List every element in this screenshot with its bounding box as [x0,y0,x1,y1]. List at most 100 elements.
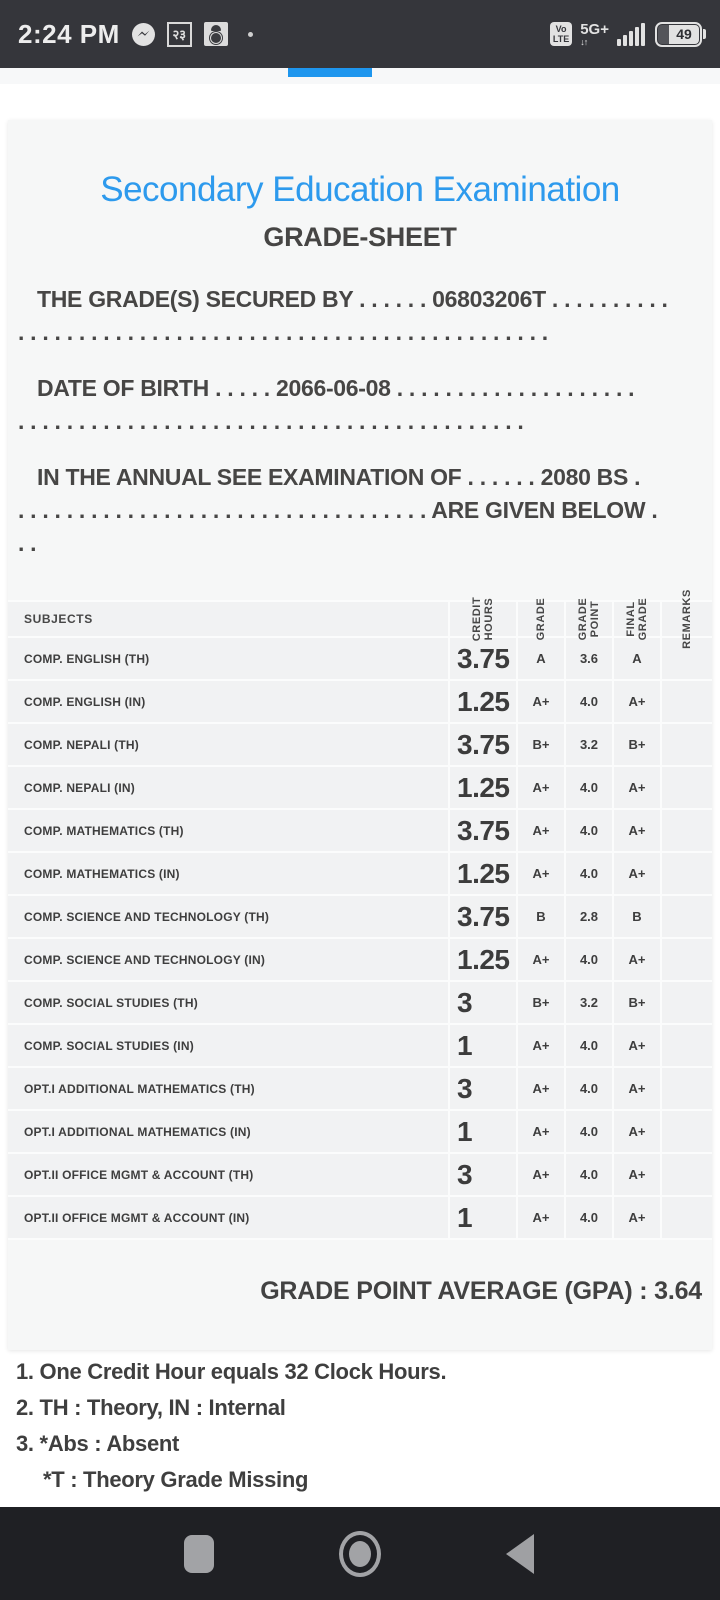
cell-credit-hours: 3.75 [450,638,516,679]
cell-final-grade: A+ [614,1154,660,1195]
cell-subject: COMP. ENGLISH (IN) [8,681,448,722]
cell-grade: A+ [518,1025,564,1066]
cell-credit-hours: 1 [450,1197,516,1238]
cell-remarks [662,1111,712,1152]
clock: 2:24 PM [18,18,120,49]
cell-grade-point: 4.0 [566,1154,612,1195]
battery-fill-segment [669,24,699,44]
cell-credit-hours: 3.75 [450,896,516,937]
date-of-birth-paragraph: DATE OF BIRTH . . . . . 2066-06-08 . . .… [18,372,706,438]
network-5g-label: 5G+ [580,20,609,38]
cell-remarks [662,1154,712,1195]
table-row: OPT.II OFFICE MGMT & ACCOUNT (TH) 3 A+ 4.0 A… [8,1154,712,1195]
examination-year-paragraph: IN THE ANNUAL SEE EXAMINATION OF . . . .… [18,461,706,560]
table-row: COMP. SOCIAL STUDIES (IN) 1 A+ 4.0 A+ [8,1025,712,1066]
gpa-summary: GRADE POINT AVERAGE (GPA) : 3.64 [260,1277,702,1305]
cell-remarks [662,724,712,765]
dotted-filler-line: . . . . . . . . . . . . . . . . . . . . … [18,319,548,345]
table-row: COMP. SCIENCE AND TECHNOLOGY (IN) 1.25 A+ 4… [8,939,712,980]
cell-credit-hours: 3 [450,1068,516,1109]
cell-grade: A+ [518,939,564,980]
cell-grade: A+ [518,767,564,808]
table-row: COMP. MATHEMATICS (TH) 3.75 A+ 4.0 A+ [8,810,712,851]
cell-credit-hours: 3.75 [450,724,516,765]
table-row: OPT.I ADDITIONAL MATHEMATICS (IN) 1 A+ 4.0 A… [8,1111,712,1152]
network-type: 5G+ ↓↑ [580,22,609,47]
grades-table-header: SUBJECTS CREDIT HOURS GRADE GRADE POINT … [8,589,712,649]
cell-grade-point: 3.6 [566,638,612,679]
cell-grade: B+ [518,982,564,1023]
android-nav-bar [0,1507,720,1600]
cell-remarks [662,767,712,808]
table-row: OPT.II OFFICE MGMT & ACCOUNT (IN) 1 A+ 4.0 A… [8,1197,712,1238]
cell-subject: OPT.I ADDITIONAL MATHEMATICS (IN) [8,1111,448,1152]
cell-grade-point: 4.0 [566,767,612,808]
cell-credit-hours: 1.25 [450,767,516,808]
header-remarks: REMARKS [662,589,712,649]
recents-button-icon[interactable] [184,1534,214,1573]
footnotes: 1. One Credit Hour equals 32 Clock Hours… [16,1354,712,1498]
status-bar: 2:24 PM २३ Vo LTE 5G+ ↓↑ 49 [0,0,720,68]
cell-final-grade: A+ [614,810,660,851]
cell-final-grade: A+ [614,681,660,722]
cell-final-grade: A+ [614,767,660,808]
cell-final-grade: A [614,638,660,679]
are-given-below-line: . . . . . . . . . . . . . . . . . . . . … [18,497,658,523]
header-subjects: SUBJECTS [8,602,448,636]
cell-subject: COMP. MATHEMATICS (IN) [8,853,448,894]
cell-subject: COMP. SOCIAL STUDIES (IN) [8,1025,448,1066]
cell-subject: COMP. SCIENCE AND TECHNOLOGY (IN) [8,939,448,980]
header-grade: GRADE [518,598,564,640]
messenger-notification-icon [131,22,155,46]
cell-grade-point: 4.0 [566,1197,612,1238]
cell-final-grade: A+ [614,939,660,980]
status-bar-left: 2:24 PM २३ [18,19,253,50]
cell-remarks [662,896,712,937]
volte-icon: Vo LTE [549,22,573,46]
page-title: Secondary Education Examination [100,170,620,209]
cell-final-grade: B [614,896,660,937]
examination-year-line: IN THE ANNUAL SEE EXAMINATION OF . . . .… [37,464,641,490]
cell-credit-hours: 1 [450,1111,516,1152]
battery-percent: 49 [676,26,692,42]
cell-grade: A+ [518,1154,564,1195]
table-row: COMP. MATHEMATICS (IN) 1.25 A+ 4.0 A+ [8,853,712,894]
battery-cap [703,29,706,39]
cell-remarks [662,982,712,1023]
cell-grade: A+ [518,1197,564,1238]
grade-sheet-card: Secondary Education Examination GRADE-SH… [8,120,712,1350]
cell-subject: COMP. SCIENCE AND TECHNOLOGY (TH) [8,896,448,937]
grade-sheet-heading: GRADE-SHEET [263,222,457,252]
header-credit-hours: CREDIT HOURS [450,597,516,641]
app-notification-icon [203,22,228,46]
cell-subject: OPT.I ADDITIONAL MATHEMATICS (TH) [8,1068,448,1109]
home-button-icon[interactable] [339,1530,381,1577]
note-th-in: 2. TH : Theory, IN : Internal [16,1395,286,1420]
cell-remarks [662,681,712,722]
cell-grade-point: 3.2 [566,982,612,1023]
date-of-birth-line: DATE OF BIRTH . . . . . 2066-06-08 . . .… [37,375,635,401]
cell-remarks [662,853,712,894]
tab-indicator-bar [288,68,372,77]
browser-tab-strip [0,68,720,84]
cell-credit-hours: 1.25 [450,681,516,722]
cell-subject: OPT.II OFFICE MGMT & ACCOUNT (IN) [8,1197,448,1238]
cell-final-grade: A+ [614,853,660,894]
cell-credit-hours: 3.75 [450,810,516,851]
back-button-icon[interactable] [506,1533,534,1574]
note-credit-hour: 1. One Credit Hour equals 32 Clock Hours… [16,1359,447,1384]
cell-grade-point: 4.0 [566,810,612,851]
cell-credit-hours: 1.25 [450,853,516,894]
grade-table-body: COMP. ENGLISH (TH) 3.75 A 3.6 A COMP. ENGLISH… [8,638,712,1238]
cell-grade-point: 4.0 [566,939,612,980]
cell-grade: A [518,638,564,679]
cell-remarks [662,810,712,851]
battery-empty-segment [658,24,669,44]
cell-credit-hours: 1.25 [450,939,516,980]
header-grade-point: GRADE POINT [566,598,612,640]
note-theory-grade-missing: *T : Theory Grade Missing [43,1467,309,1492]
cell-credit-hours: 3 [450,1154,516,1195]
cell-remarks [662,1197,712,1238]
cell-credit-hours: 3 [450,982,516,1023]
cell-final-grade: A+ [614,1111,660,1152]
